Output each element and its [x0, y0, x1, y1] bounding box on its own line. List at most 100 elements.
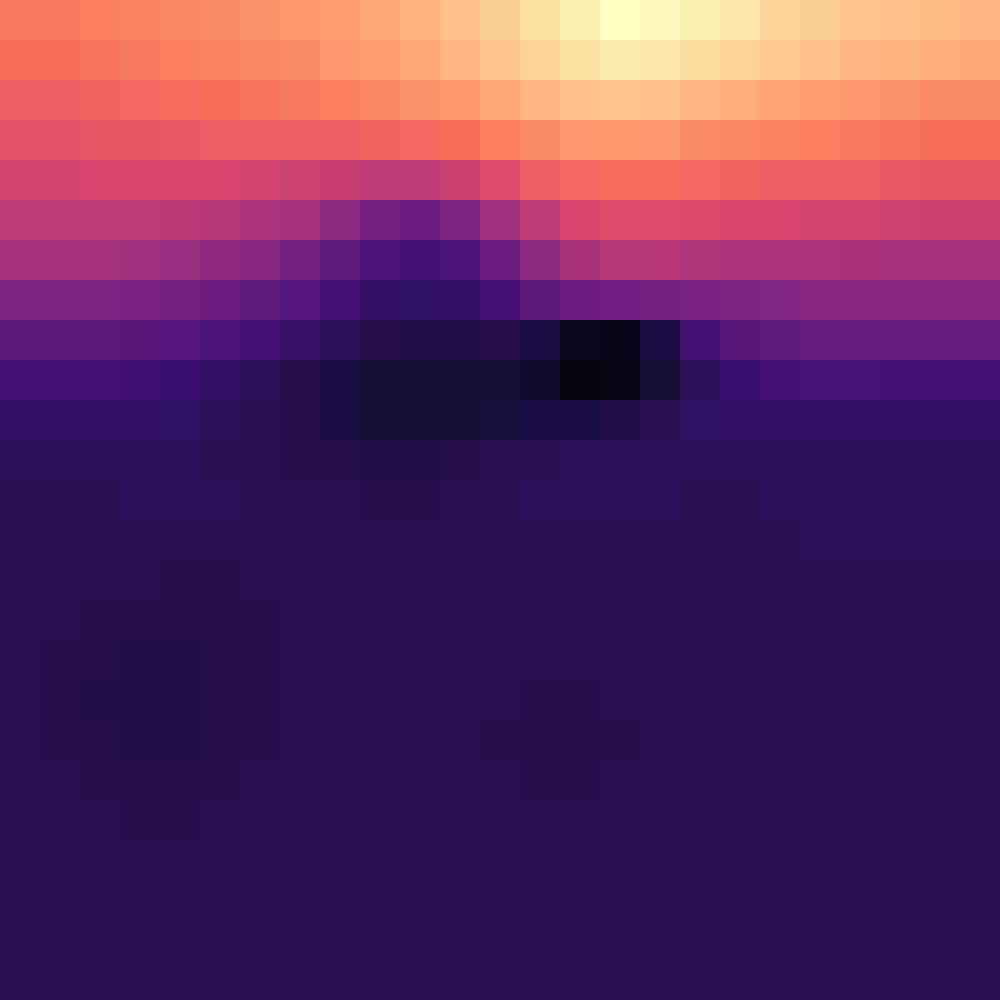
heat-cell: [80, 40, 121, 81]
heat-cell: [240, 960, 281, 1000]
heat-cell: [560, 600, 601, 641]
heat-cell: [720, 960, 761, 1000]
heat-cell: [800, 80, 841, 121]
heat-cell: [160, 0, 201, 41]
heat-cell: [160, 80, 201, 121]
heat-cell: [480, 120, 521, 161]
heat-cell: [440, 320, 481, 361]
heat-cell: [200, 600, 241, 641]
heat-cell: [680, 640, 721, 681]
heat-cell: [560, 360, 601, 401]
heat-cell: [200, 760, 241, 801]
heat-cell: [960, 800, 1000, 841]
heat-cell: [880, 600, 921, 641]
heat-cell: [560, 320, 601, 361]
heat-cell: [840, 680, 881, 721]
heat-cell: [320, 560, 361, 601]
heat-cell: [680, 80, 721, 121]
heat-cell: [400, 320, 441, 361]
heat-cell: [960, 520, 1000, 561]
heat-cell: [280, 280, 321, 321]
heat-cell: [0, 240, 41, 281]
heat-cell: [280, 920, 321, 961]
heat-cell: [40, 360, 81, 401]
heat-cell: [160, 200, 201, 241]
heat-cell: [840, 0, 881, 41]
heat-cell: [720, 800, 761, 841]
heat-cell: [880, 0, 921, 41]
heat-cell: [40, 560, 81, 601]
heat-cell: [840, 560, 881, 601]
heat-cell: [840, 840, 881, 881]
heat-cell: [680, 440, 721, 481]
heat-cell: [160, 280, 201, 321]
heat-cell: [560, 400, 601, 441]
heat-cell: [560, 840, 601, 881]
heat-cell: [520, 680, 561, 721]
heat-cell: [360, 640, 401, 681]
heat-cell: [640, 480, 681, 521]
heat-cell: [800, 40, 841, 81]
heat-cell: [680, 840, 721, 881]
heat-cell: [440, 720, 481, 761]
heat-cell: [760, 800, 801, 841]
heat-cell: [200, 200, 241, 241]
heat-cell: [320, 520, 361, 561]
heat-cell: [760, 240, 801, 281]
heat-cell: [680, 960, 721, 1000]
heat-cell: [520, 800, 561, 841]
heat-cell: [160, 440, 201, 481]
heat-cell: [880, 200, 921, 241]
heat-cell: [40, 640, 81, 681]
heat-cell: [80, 880, 121, 921]
heat-cell: [280, 600, 321, 641]
heat-cell: [240, 360, 281, 401]
heat-cell: [520, 0, 561, 41]
heat-cell: [640, 960, 681, 1000]
heat-cell: [800, 960, 841, 1000]
heat-cell: [920, 160, 961, 201]
heat-cell: [520, 960, 561, 1000]
heat-cell: [120, 720, 161, 761]
heat-cell: [960, 40, 1000, 81]
heat-cell: [760, 560, 801, 601]
heat-cell: [120, 680, 161, 721]
heat-cell: [920, 280, 961, 321]
heat-cell: [0, 760, 41, 801]
heat-cell: [960, 600, 1000, 641]
heat-cell: [80, 320, 121, 361]
heat-cell: [640, 120, 681, 161]
heat-cell: [40, 240, 81, 281]
heat-cell: [520, 560, 561, 601]
heat-cell: [360, 80, 401, 121]
heat-cell: [0, 200, 41, 241]
heat-cell: [360, 880, 401, 921]
heat-cell: [320, 40, 361, 81]
heat-cell: [680, 920, 721, 961]
heat-cell: [200, 480, 241, 521]
heat-cell: [0, 960, 41, 1000]
heat-cell: [760, 840, 801, 881]
heat-cell: [680, 760, 721, 801]
heat-cell: [680, 680, 721, 721]
heat-cell: [280, 440, 321, 481]
heat-cell: [440, 0, 481, 41]
heat-cell: [80, 400, 121, 441]
heat-cell: [760, 760, 801, 801]
heat-cell: [280, 0, 321, 41]
heat-cell: [240, 520, 281, 561]
heat-cell: [640, 600, 681, 641]
heat-cell: [800, 240, 841, 281]
heat-cell: [440, 240, 481, 281]
heat-cell: [360, 400, 401, 441]
heat-cell: [360, 40, 401, 81]
heat-cell: [600, 0, 641, 41]
heat-cell: [640, 360, 681, 401]
heat-cell: [920, 320, 961, 361]
heat-cell: [200, 520, 241, 561]
heat-cell: [880, 400, 921, 441]
heat-cell: [480, 160, 521, 201]
heat-cell: [720, 0, 761, 41]
heat-cell: [400, 720, 441, 761]
heat-cell: [640, 280, 681, 321]
